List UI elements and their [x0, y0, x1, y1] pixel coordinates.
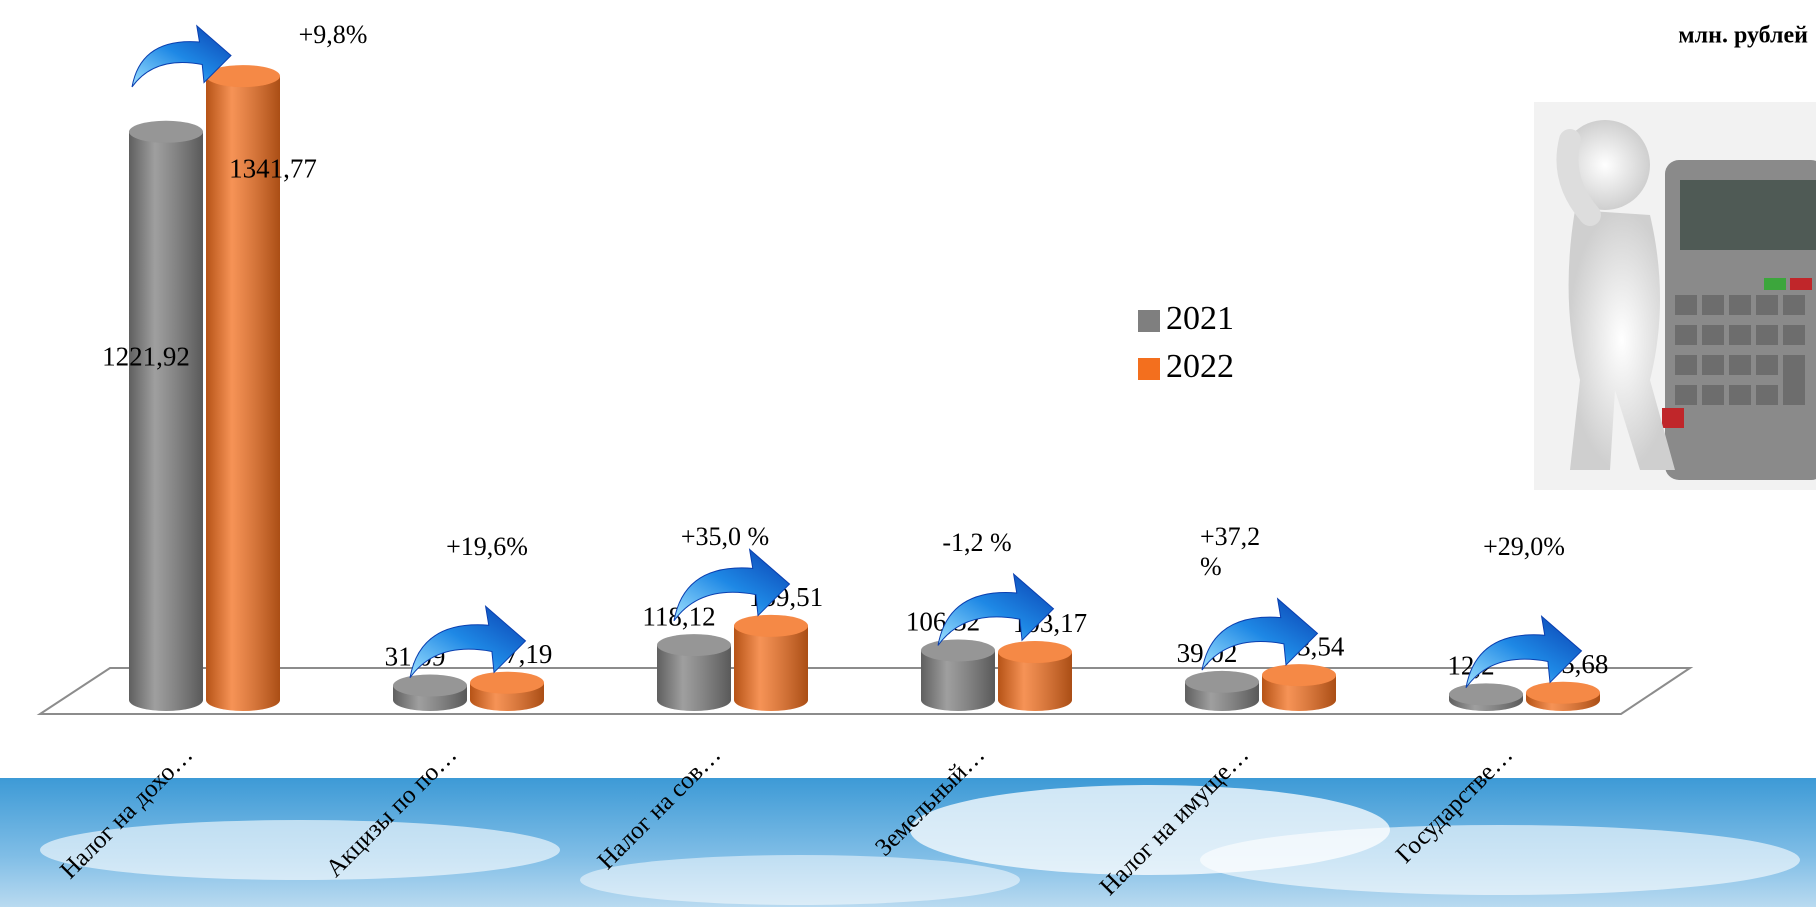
value-label: 1341,77	[229, 153, 317, 183]
change-annotation: -1,2 %	[942, 528, 1012, 557]
bar-top-light	[657, 634, 731, 657]
bar-top	[470, 671, 544, 694]
bar-top-light	[206, 65, 280, 88]
legend-swatch	[1138, 358, 1160, 380]
bar-top	[657, 634, 731, 657]
legend-swatch	[1138, 310, 1160, 332]
bar	[921, 639, 995, 711]
change-annotation: +35,0 %	[680, 522, 770, 551]
bar-top-light	[129, 120, 203, 143]
bar	[129, 120, 203, 711]
bar-top	[129, 120, 203, 143]
bar-top	[921, 639, 995, 662]
bar-shade	[998, 652, 1072, 711]
bar-top	[206, 65, 280, 88]
bar	[1526, 681, 1600, 711]
bar-top	[1262, 664, 1336, 687]
bar-top-light	[1262, 664, 1336, 687]
bar	[393, 674, 467, 711]
bar-top-light	[1526, 681, 1600, 704]
bar-top	[1449, 683, 1523, 706]
change-annotation: +9,8%	[298, 20, 368, 49]
bar	[734, 614, 808, 711]
bar	[1449, 683, 1523, 711]
bar-top-light	[734, 614, 808, 637]
bar-top-light	[393, 674, 467, 697]
bar-top	[1185, 670, 1259, 693]
bar-top-light	[1449, 683, 1523, 706]
change-annotation: +19,6%	[446, 532, 528, 561]
legend-label: 2022	[1166, 348, 1234, 385]
bar-top-light	[998, 641, 1072, 664]
unit-title: млн. рублей	[1678, 23, 1808, 49]
bar-top-light	[1185, 670, 1259, 693]
floor	[36, 667, 1694, 715]
trend-arrow	[409, 605, 527, 678]
bar	[998, 641, 1072, 711]
change-annotation: +37,2 %	[1200, 522, 1261, 581]
trend-arrow	[131, 24, 232, 88]
bar-top	[1526, 681, 1600, 704]
bar-shade	[206, 76, 280, 711]
bar-shade	[129, 131, 203, 711]
bar-shade	[921, 650, 995, 711]
trend-arrow	[1201, 597, 1319, 671]
bar-top-light	[921, 639, 995, 662]
bar-shade	[734, 625, 808, 711]
bar	[1262, 664, 1336, 711]
bar-top-light	[470, 671, 544, 694]
bar-top	[998, 641, 1072, 664]
bar-top	[393, 674, 467, 697]
bar	[470, 671, 544, 711]
calculator-figure	[1534, 102, 1816, 490]
bar	[657, 634, 731, 711]
bar-top	[734, 614, 808, 637]
trend-arrow	[937, 572, 1055, 646]
sky-background	[0, 778, 1816, 907]
trend-arrow	[1465, 615, 1583, 688]
bar-shade	[657, 645, 731, 711]
bar	[1185, 670, 1259, 711]
bar	[206, 65, 280, 711]
change-annotation: +29,0%	[1483, 532, 1565, 561]
value-label: 1221,92	[102, 341, 190, 371]
trend-arrow	[673, 548, 791, 622]
legend-label: 2021	[1166, 300, 1234, 337]
